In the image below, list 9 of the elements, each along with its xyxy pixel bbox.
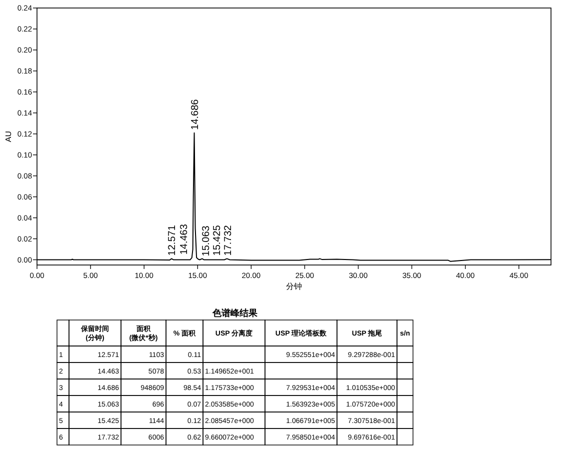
annotation: 14.686 [190,98,201,130]
text: 色谱峰结果 [212,308,258,318]
annotation: 15.425 [212,224,223,256]
y-axis-title: AU [4,130,13,142]
annotation: 14.463 [178,224,190,255]
annotation: 12.571 [167,224,178,256]
annotation: 17.732 [222,224,234,256]
x-axis-title: 分钟 [286,282,302,291]
annotation: 15.063 [200,225,212,256]
